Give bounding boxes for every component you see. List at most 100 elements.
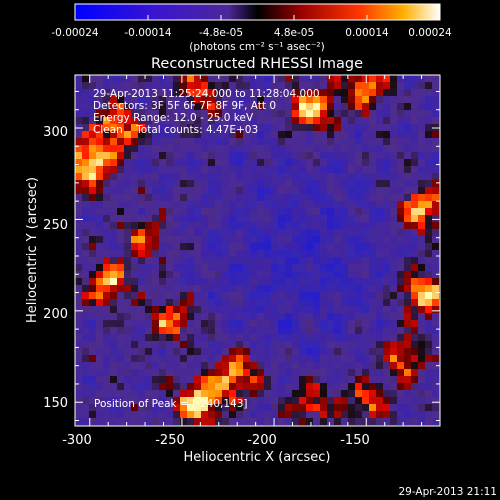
heatmap-cell [229, 313, 236, 320]
heatmap-cell [418, 348, 425, 355]
heatmap-cell [250, 166, 257, 173]
heatmap-cell [285, 166, 292, 173]
heatmap-cell [383, 103, 390, 110]
heatmap-cell [110, 215, 117, 222]
heatmap-cell [236, 208, 243, 215]
heatmap-cell [180, 404, 187, 411]
heatmap-cell [257, 208, 264, 215]
heatmap-cell [131, 103, 138, 110]
heatmap-cell [229, 397, 236, 404]
heatmap-cell [278, 257, 285, 264]
heatmap-cell [278, 320, 285, 327]
heatmap-cell [173, 138, 180, 145]
heatmap-cell [229, 229, 236, 236]
heatmap-cell [187, 320, 194, 327]
heatmap-cell [96, 131, 103, 138]
heatmap-cell [208, 152, 215, 159]
heatmap-cell [362, 341, 369, 348]
heatmap-cell [75, 236, 82, 243]
heatmap-cell [306, 278, 313, 285]
heatmap-cell [222, 96, 229, 103]
heatmap-cell [390, 180, 397, 187]
heatmap-cell [173, 215, 180, 222]
heatmap-cell [348, 390, 355, 397]
heatmap-cell [327, 292, 334, 299]
heatmap-cell [341, 313, 348, 320]
heatmap-cell [194, 411, 201, 418]
heatmap-cell [229, 82, 236, 89]
heatmap-cell [397, 348, 404, 355]
heatmap-cell [236, 355, 243, 362]
heatmap-cell [173, 376, 180, 383]
heatmap-cell [334, 138, 341, 145]
heatmap-cell [201, 299, 208, 306]
heatmap-cell [145, 208, 152, 215]
heatmap-cell [103, 138, 110, 145]
heatmap-cell [222, 369, 229, 376]
heatmap-cell [180, 299, 187, 306]
heatmap-cell [180, 334, 187, 341]
heatmap-cell [425, 292, 432, 299]
heatmap-cell [82, 250, 89, 257]
heatmap-cell [250, 187, 257, 194]
heatmap-cell [159, 208, 166, 215]
heatmap-cell [124, 362, 131, 369]
heatmap-cell [243, 334, 250, 341]
heatmap-cell [243, 369, 250, 376]
heatmap-cell [285, 180, 292, 187]
heatmap-cell [271, 117, 278, 124]
heatmap-cell [320, 110, 327, 117]
heatmap-cell [180, 208, 187, 215]
heatmap-cell [215, 187, 222, 194]
heatmap-cell [124, 201, 131, 208]
heatmap-cell [306, 306, 313, 313]
heatmap-cell [222, 271, 229, 278]
heatmap-cell [376, 334, 383, 341]
heatmap-cell [236, 82, 243, 89]
heatmap-cell [285, 355, 292, 362]
heatmap-cell [75, 229, 82, 236]
heatmap-cell [285, 187, 292, 194]
heatmap-cell [348, 194, 355, 201]
heatmap-cell [404, 390, 411, 397]
heatmap-cell [425, 271, 432, 278]
heatmap-cell [341, 229, 348, 236]
heatmap-cell [397, 236, 404, 243]
heatmap-cell [138, 418, 145, 425]
heatmap-cell [75, 257, 82, 264]
heatmap-cell [222, 236, 229, 243]
heatmap-cell [194, 362, 201, 369]
heatmap-cell [110, 103, 117, 110]
heatmap-cell [173, 285, 180, 292]
heatmap-cell [425, 152, 432, 159]
heatmap-cell [376, 194, 383, 201]
heatmap-cell [208, 418, 215, 425]
heatmap-cell [369, 369, 376, 376]
heatmap-cell [285, 138, 292, 145]
heatmap-cell [194, 397, 201, 404]
heatmap-cell [250, 327, 257, 334]
heatmap-cell [306, 103, 313, 110]
heatmap-cell [236, 313, 243, 320]
heatmap-cell [110, 383, 117, 390]
heatmap-cell [404, 110, 411, 117]
heatmap-cell [299, 208, 306, 215]
heatmap-cell [418, 418, 425, 425]
heatmap-cell [334, 173, 341, 180]
heatmap-cell [117, 355, 124, 362]
heatmap-cell [418, 250, 425, 257]
heatmap-cell [383, 152, 390, 159]
heatmap-cell [299, 355, 306, 362]
heatmap-cell [138, 355, 145, 362]
heatmap-cell [278, 229, 285, 236]
heatmap-cell [236, 229, 243, 236]
heatmap-cell [425, 369, 432, 376]
heatmap-cell [187, 278, 194, 285]
heatmap-cell [103, 194, 110, 201]
heatmap-cell [166, 285, 173, 292]
colorbar-ticks [74, 15, 441, 20]
heatmap-cell [250, 152, 257, 159]
heatmap-cell [222, 89, 229, 96]
heatmap-cell [348, 159, 355, 166]
heatmap-cell [152, 208, 159, 215]
